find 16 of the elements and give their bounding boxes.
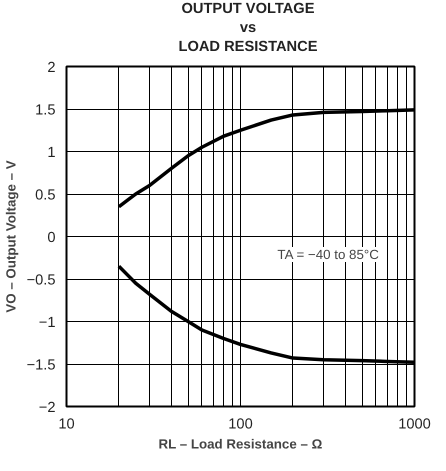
x-tick-label: 100 (228, 416, 253, 432)
y-tick-label: −2 (38, 400, 56, 416)
y-tick-label: −1 (38, 315, 56, 331)
chart-title: OUTPUT VOLTAGE vs LOAD RESISTANCE (178, 0, 318, 58)
y-tick-label: 0.5 (35, 188, 56, 204)
y-axis-title: VO – Output Voltage – V (4, 160, 19, 313)
y-tick-label: 2 (47, 60, 56, 76)
y-tick-label: 1 (47, 145, 56, 161)
y-tick-label: 0 (47, 230, 56, 246)
y-tick-label: −0.5 (26, 272, 56, 288)
x-tick-label: 1000 (398, 416, 431, 432)
x-axis-title: RL – Load Resistance – Ω (158, 436, 323, 452)
y-tick-label: −1.5 (26, 358, 56, 374)
annotation: TA = −40 to 85°C (277, 247, 380, 262)
y-tick-label: 1.5 (35, 102, 56, 118)
x-tick-label: 10 (58, 416, 75, 432)
